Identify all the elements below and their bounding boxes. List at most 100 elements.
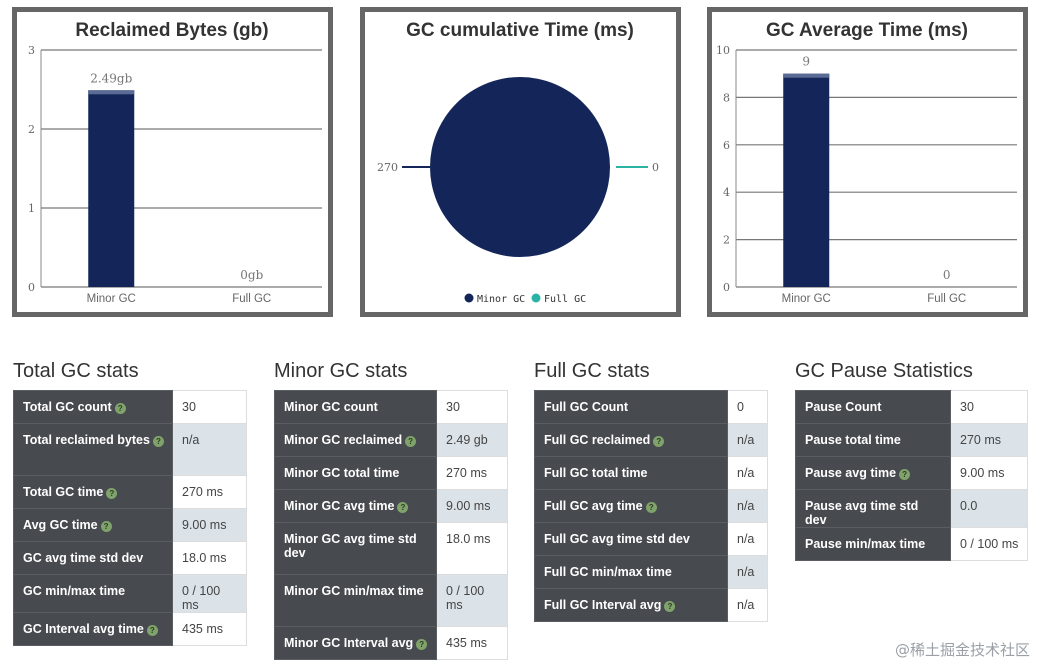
help-icon[interactable]: ? bbox=[416, 639, 428, 650]
gc-pause-stats-table: Pause Count 30 Pause total time 270 ms Pause… bbox=[795, 390, 1028, 561]
stats-row: Minor GC count 30 bbox=[274, 390, 508, 424]
y-tick-label: 3 bbox=[28, 44, 35, 57]
stats-row: Minor GC avg time? 9.00 ms bbox=[274, 489, 508, 523]
stats-row: Minor GC total time 270 ms bbox=[274, 456, 508, 490]
stats-row: Full GC reclaimed? n/a bbox=[534, 423, 768, 457]
stats-row-label: Full GC Count bbox=[534, 390, 728, 424]
reclaimed-bytes-chart: Reclaimed Bytes (gb) 0 1 2 3 2.49gb Minor GC 0g… bbox=[12, 7, 333, 317]
stats-row-value: n/a bbox=[727, 456, 768, 490]
y-tick-label: 8 bbox=[723, 91, 730, 104]
stats-row: Full GC Count 0 bbox=[534, 390, 768, 424]
help-icon[interactable]: ? bbox=[397, 502, 409, 513]
stats-label-text: Minor GC Interval avg bbox=[284, 636, 414, 650]
stats-row-value: n/a bbox=[727, 522, 768, 556]
help-icon[interactable]: ? bbox=[664, 601, 676, 612]
stats-row: Total reclaimed bytes? n/a bbox=[13, 423, 247, 476]
stats-row-value: 270 ms bbox=[950, 423, 1028, 457]
y-tick-label: 1 bbox=[28, 202, 35, 215]
stats-row-label: Pause min/max time bbox=[795, 527, 951, 561]
stats-row: Full GC min/max time n/a bbox=[534, 555, 768, 589]
help-icon[interactable]: ? bbox=[645, 502, 657, 513]
stats-label-text: Total GC time bbox=[23, 485, 104, 499]
help-icon[interactable]: ? bbox=[114, 403, 126, 414]
stats-row: Minor GC Interval avg? 435 ms bbox=[274, 626, 508, 660]
data-label: 0 bbox=[943, 268, 951, 282]
gc-pause-stats-title: GC Pause Statistics bbox=[795, 360, 973, 382]
stats-row-value: 435 ms bbox=[172, 612, 247, 646]
reclaimed-bytes-svg: Reclaimed Bytes (gb) 0 1 2 3 2.49gb Minor GC 0g… bbox=[28, 20, 322, 305]
pie-slice-minor-gc bbox=[430, 77, 610, 257]
x-tick-label: Full GC bbox=[927, 293, 966, 305]
y-tick-label: 0 bbox=[28, 281, 35, 294]
stats-row-label: Pause Count bbox=[795, 390, 951, 424]
pie-label: 270 bbox=[377, 161, 398, 174]
stats-row-value: 0 / 100 ms bbox=[950, 527, 1028, 561]
full-gc-stats-title: Full GC stats bbox=[534, 360, 650, 382]
y-tick-label: 6 bbox=[723, 139, 730, 152]
stats-row-label: Minor GC min/max time bbox=[274, 574, 437, 627]
total-gc-stats-table: Total GC count? 30 Total reclaimed bytes? n… bbox=[13, 390, 247, 646]
stats-row-label: GC avg time std dev bbox=[13, 541, 173, 575]
stats-row-value: 0 / 100 ms bbox=[172, 574, 247, 613]
stats-label-text: Full GC min/max time bbox=[544, 565, 672, 579]
stats-label-text: Full GC Count bbox=[544, 400, 629, 414]
stats-row-value: 18.0 ms bbox=[436, 522, 508, 575]
stats-row-label: GC min/max time bbox=[13, 574, 173, 613]
minor-gc-stats-table: Minor GC count 30 Minor GC reclaimed? 2.49 … bbox=[274, 390, 508, 660]
gc-average-time-svg: GC Average Time (ms) 0 2 4 6 8 10 9 Minor GC 0 Ful… bbox=[716, 20, 1017, 305]
stats-row-value: 9.00 ms bbox=[172, 508, 247, 542]
stats-row: Total GC time? 270 ms bbox=[13, 475, 247, 509]
pie-label: 0 bbox=[652, 161, 659, 174]
help-icon[interactable]: ? bbox=[152, 436, 164, 447]
x-tick-label: Full GC bbox=[232, 293, 271, 305]
stats-label-text: Minor GC avg time std dev bbox=[284, 532, 417, 560]
stats-row-value: 9.00 ms bbox=[950, 456, 1028, 490]
stats-row-value: 30 bbox=[950, 390, 1028, 424]
gc-average-time-chart: GC Average Time (ms) 0 2 4 6 8 10 9 Minor GC 0 Ful… bbox=[707, 7, 1028, 317]
y-tick-label: 10 bbox=[716, 44, 730, 57]
stats-row: Full GC avg time? n/a bbox=[534, 489, 768, 523]
stats-label-text: Pause avg time bbox=[805, 466, 897, 480]
help-icon[interactable]: ? bbox=[405, 436, 417, 447]
stats-row-label: Pause avg time std dev bbox=[795, 489, 951, 528]
help-icon[interactable]: ? bbox=[100, 521, 112, 532]
y-tick-label: 4 bbox=[723, 186, 730, 199]
legend-label: Full GC bbox=[544, 294, 586, 305]
help-icon[interactable]: ? bbox=[106, 488, 118, 499]
stats-label-text: Total reclaimed bytes bbox=[23, 433, 150, 447]
legend-marker-minor-gc bbox=[464, 293, 474, 303]
data-label: 0gb bbox=[240, 268, 263, 282]
chart-title: GC cumulative Time (ms) bbox=[406, 20, 634, 41]
stats-row-label: Avg GC time? bbox=[13, 508, 173, 542]
stats-row: GC avg time std dev 18.0 ms bbox=[13, 541, 247, 575]
stats-row-value: 30 bbox=[436, 390, 508, 424]
stats-row: Avg GC time? 9.00 ms bbox=[13, 508, 247, 542]
y-tick-label: 0 bbox=[723, 281, 730, 294]
help-icon[interactable]: ? bbox=[899, 469, 911, 480]
stats-row-value: n/a bbox=[727, 555, 768, 589]
stats-row-value: n/a bbox=[727, 423, 768, 457]
stats-label-text: Full GC avg time bbox=[544, 499, 643, 513]
stats-row: Pause avg time std dev 0.0 bbox=[795, 489, 1028, 528]
stats-row: Full GC avg time std dev n/a bbox=[534, 522, 768, 556]
help-icon[interactable]: ? bbox=[146, 625, 158, 636]
stats-row-label: Minor GC reclaimed? bbox=[274, 423, 437, 457]
stats-row-value: 2.49 gb bbox=[436, 423, 508, 457]
bar-highlight bbox=[783, 73, 830, 78]
stats-row-label: Total GC time? bbox=[13, 475, 173, 509]
stats-row-label: Full GC avg time std dev bbox=[534, 522, 728, 556]
stats-row-value: 270 ms bbox=[436, 456, 508, 490]
stats-row-value: 270 ms bbox=[172, 475, 247, 509]
total-gc-stats-title: Total GC stats bbox=[13, 360, 139, 382]
gc-cumulative-time-chart: GC cumulative Time (ms) 270 0 Minor GC Full … bbox=[360, 7, 681, 317]
minor-gc-stats-title: Minor GC stats bbox=[274, 360, 408, 382]
stats-label-text: Full GC reclaimed bbox=[544, 433, 651, 447]
watermark: @稀土掘金技术社区 bbox=[894, 641, 1030, 659]
stats-row-value: 30 bbox=[172, 390, 247, 424]
stats-row-value: 0.0 bbox=[950, 489, 1028, 528]
stats-label-text: Minor GC count bbox=[284, 400, 378, 414]
stats-row: Pause avg time? 9.00 ms bbox=[795, 456, 1028, 490]
stats-row: Total GC count? 30 bbox=[13, 390, 247, 424]
help-icon[interactable]: ? bbox=[653, 436, 665, 447]
stats-label-text: Full GC total time bbox=[544, 466, 648, 480]
